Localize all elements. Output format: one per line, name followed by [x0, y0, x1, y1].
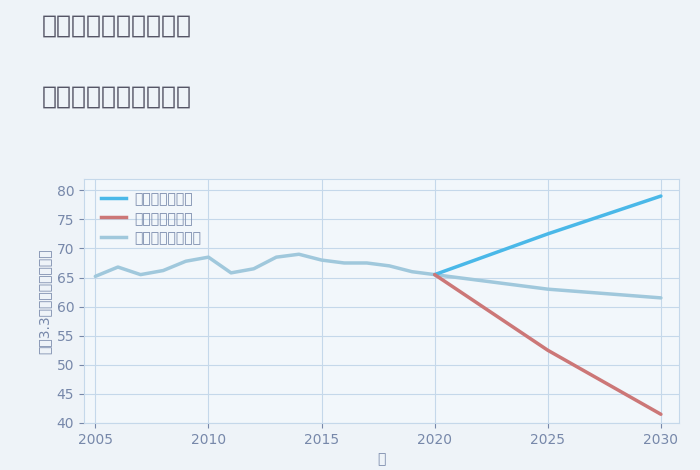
X-axis label: 年: 年 — [377, 452, 386, 466]
Y-axis label: 坪（3.3㎡）単価（万円）: 坪（3.3㎡）単価（万円） — [37, 248, 51, 353]
Text: 岐阜県岐阜市二番町の: 岐阜県岐阜市二番町の — [42, 14, 192, 38]
Legend: グッドシナリオ, バッドシナリオ, ノーマルシナリオ: グッドシナリオ, バッドシナリオ, ノーマルシナリオ — [97, 188, 206, 250]
Text: 中古戸建ての価格推移: 中古戸建ての価格推移 — [42, 85, 192, 109]
